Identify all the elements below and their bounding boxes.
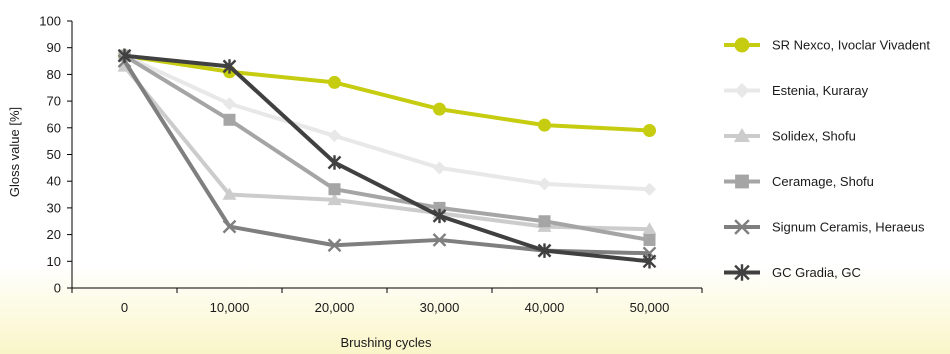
y-tick-label: 70 xyxy=(47,94,61,109)
data-point xyxy=(327,155,342,170)
y-tick-label: 60 xyxy=(47,120,61,135)
y-tick-label: 90 xyxy=(47,40,61,55)
legend-label: Solidex, Shofu xyxy=(772,129,856,144)
data-point xyxy=(222,219,237,234)
x-tick-label: 40,000 xyxy=(525,300,565,315)
data-point xyxy=(538,177,551,191)
legend-label: Estenia, Kuraray xyxy=(772,83,869,98)
legend-marker xyxy=(733,127,751,143)
data-point xyxy=(432,208,447,224)
data-point xyxy=(643,123,656,137)
legend-item: Signum Ceramis, Heraeus xyxy=(724,219,925,235)
data-point xyxy=(643,182,656,196)
axes: 0 10 20 30 40 50 60 70 80 90 100 0 10,000 20,000 30,00… xyxy=(39,14,703,315)
series-1 xyxy=(118,49,656,196)
y-tick-label: 80 xyxy=(47,67,61,82)
legend-marker xyxy=(734,264,750,281)
data-point xyxy=(642,222,657,235)
data-point xyxy=(433,161,446,175)
data-point xyxy=(328,183,341,196)
data-point xyxy=(327,192,342,206)
series-line xyxy=(122,65,650,232)
legend-item: SR Nexco, Ivoclar Vivadent xyxy=(724,38,930,53)
legend-marker xyxy=(734,83,750,98)
x-tick-label: 20,000 xyxy=(315,300,355,315)
series-line xyxy=(123,54,650,242)
data-point xyxy=(328,129,341,143)
legend-item: Estenia, Kuraray xyxy=(724,83,869,98)
data-point xyxy=(643,233,656,246)
y-tick-label: 100 xyxy=(39,14,61,29)
y-tick-label: 20 xyxy=(47,227,61,242)
legend-item: Ceramage, Shofu xyxy=(724,174,874,189)
legend-item: GC Gradia, GC xyxy=(724,264,861,281)
y-axis-label: Gloss value [%] xyxy=(7,107,22,197)
data-point xyxy=(223,97,236,111)
series-line xyxy=(123,53,650,192)
series-5 xyxy=(117,48,657,269)
y-tick-label: 30 xyxy=(47,200,61,215)
series-layer xyxy=(117,48,657,269)
y-tick-label: 0 xyxy=(54,281,61,296)
data-point xyxy=(222,59,237,74)
x-tick-label: 10,000 xyxy=(210,300,250,315)
data-point xyxy=(432,233,447,247)
x-tick-label: 0 xyxy=(121,300,128,315)
x-tick-label: 30,000 xyxy=(420,300,460,315)
series-line xyxy=(124,53,650,133)
x-tick-label: 50,000 xyxy=(630,300,670,315)
data-point xyxy=(642,254,657,269)
data-point xyxy=(433,201,446,214)
series-2 xyxy=(117,59,657,235)
data-point xyxy=(537,243,552,258)
legend-label: SR Nexco, Ivoclar Vivadent xyxy=(772,38,930,53)
y-tick-label: 50 xyxy=(47,147,61,162)
data-point xyxy=(327,238,342,253)
data-point xyxy=(222,187,237,200)
series-3 xyxy=(118,49,656,246)
legend-label: Ceramage, Shofu xyxy=(772,174,874,189)
y-tick-label: 10 xyxy=(47,254,61,269)
series-line xyxy=(124,53,650,264)
legend-marker xyxy=(735,174,749,189)
data-point xyxy=(223,113,236,126)
data-point xyxy=(433,102,446,116)
data-point xyxy=(117,48,132,63)
legend-marker xyxy=(734,219,750,235)
data-point xyxy=(328,75,341,89)
legend-item: Solidex, Shofu xyxy=(724,127,856,144)
x-axis-label: Brushing cycles xyxy=(340,335,432,350)
legend-marker xyxy=(734,37,750,53)
legend: SR Nexco, Ivoclar Vivadent Estenia, Kurar… xyxy=(724,38,930,281)
data-point xyxy=(538,215,551,228)
legend-label: Signum Ceramis, Heraeus xyxy=(772,220,925,235)
data-point xyxy=(538,118,551,132)
legend-label: GC Gradia, GC xyxy=(772,265,861,280)
y-tick-label: 40 xyxy=(47,174,61,189)
